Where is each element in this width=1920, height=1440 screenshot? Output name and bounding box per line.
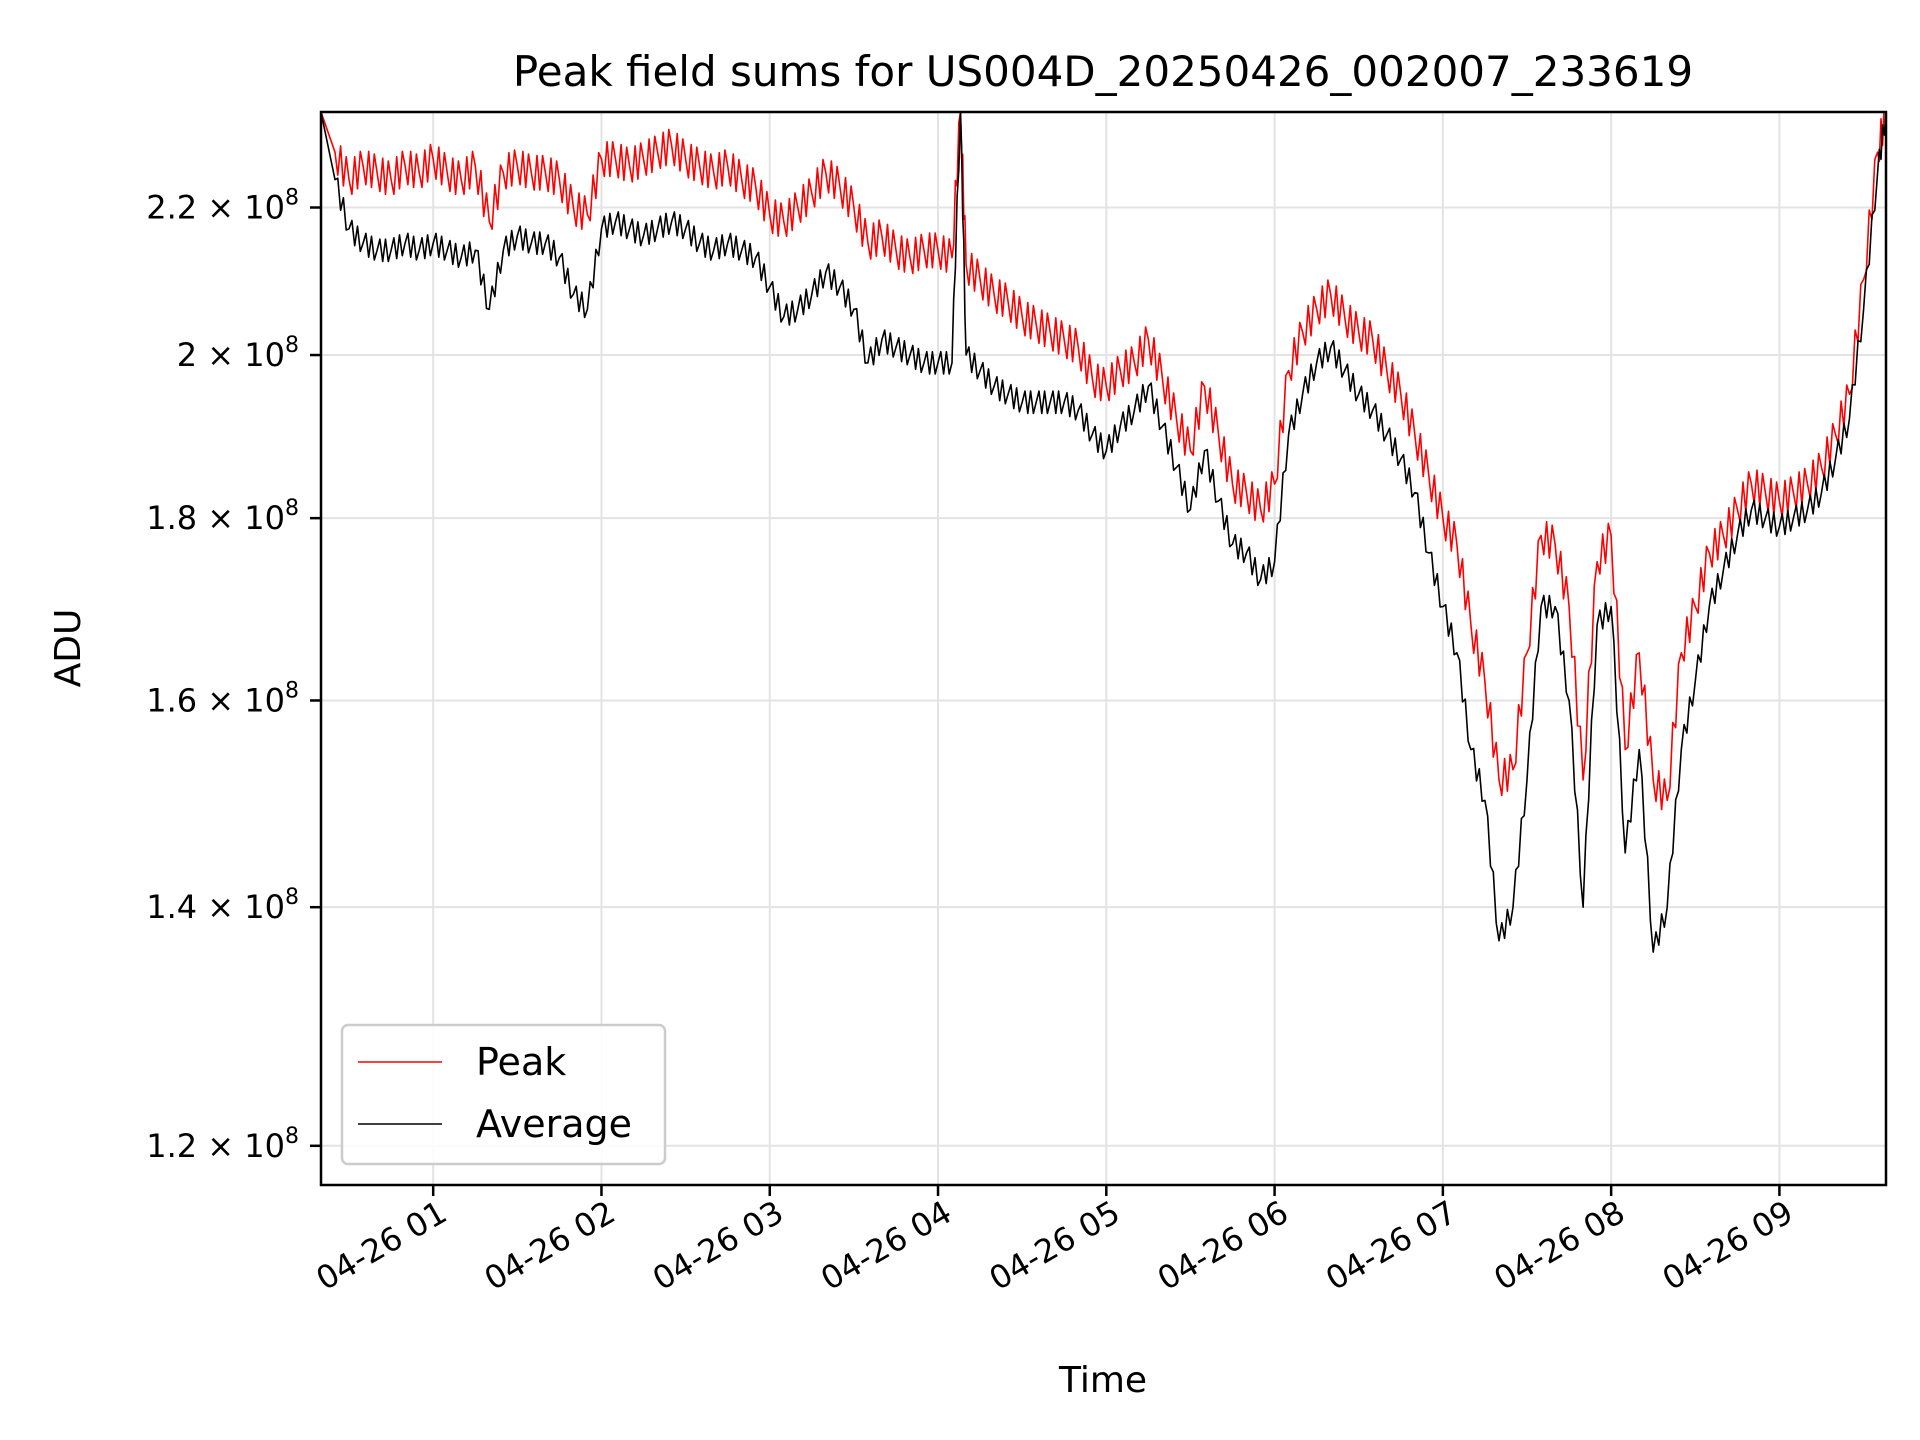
series-line-peak — [321, 112, 1886, 811]
y-tick-label: 1.4 × 108 — [146, 885, 299, 926]
y-tick-label: 2 × 108 — [177, 333, 299, 374]
legend-average-label: Average — [476, 1102, 632, 1146]
y-tick-label: 1.6 × 108 — [146, 678, 299, 719]
y-tick-label: 1.2 × 108 — [146, 1124, 299, 1165]
y-axis-label: ADU — [48, 609, 89, 688]
series-layer — [321, 112, 1886, 953]
legend-box — [340, 1023, 667, 1166]
y-axis: 1.2 × 108 1.4 × 108 1.6 × 108 1.8 × 108 2 × … — [146, 186, 321, 1165]
y-tick-label: 1.8 × 108 — [146, 496, 299, 537]
chart-title: Peak field sums for US004D_20250426_0020… — [513, 47, 1693, 96]
plot-frame — [319, 110, 1888, 1187]
grid-lines — [321, 112, 1886, 1185]
legend: Peak Average — [340, 1023, 667, 1166]
series-line-average — [321, 112, 1886, 953]
legend-peak-label: Peak — [476, 1040, 566, 1084]
x-axis-label: Time — [1058, 1360, 1147, 1401]
y-tick-label: 2.2 × 108 — [146, 186, 299, 227]
